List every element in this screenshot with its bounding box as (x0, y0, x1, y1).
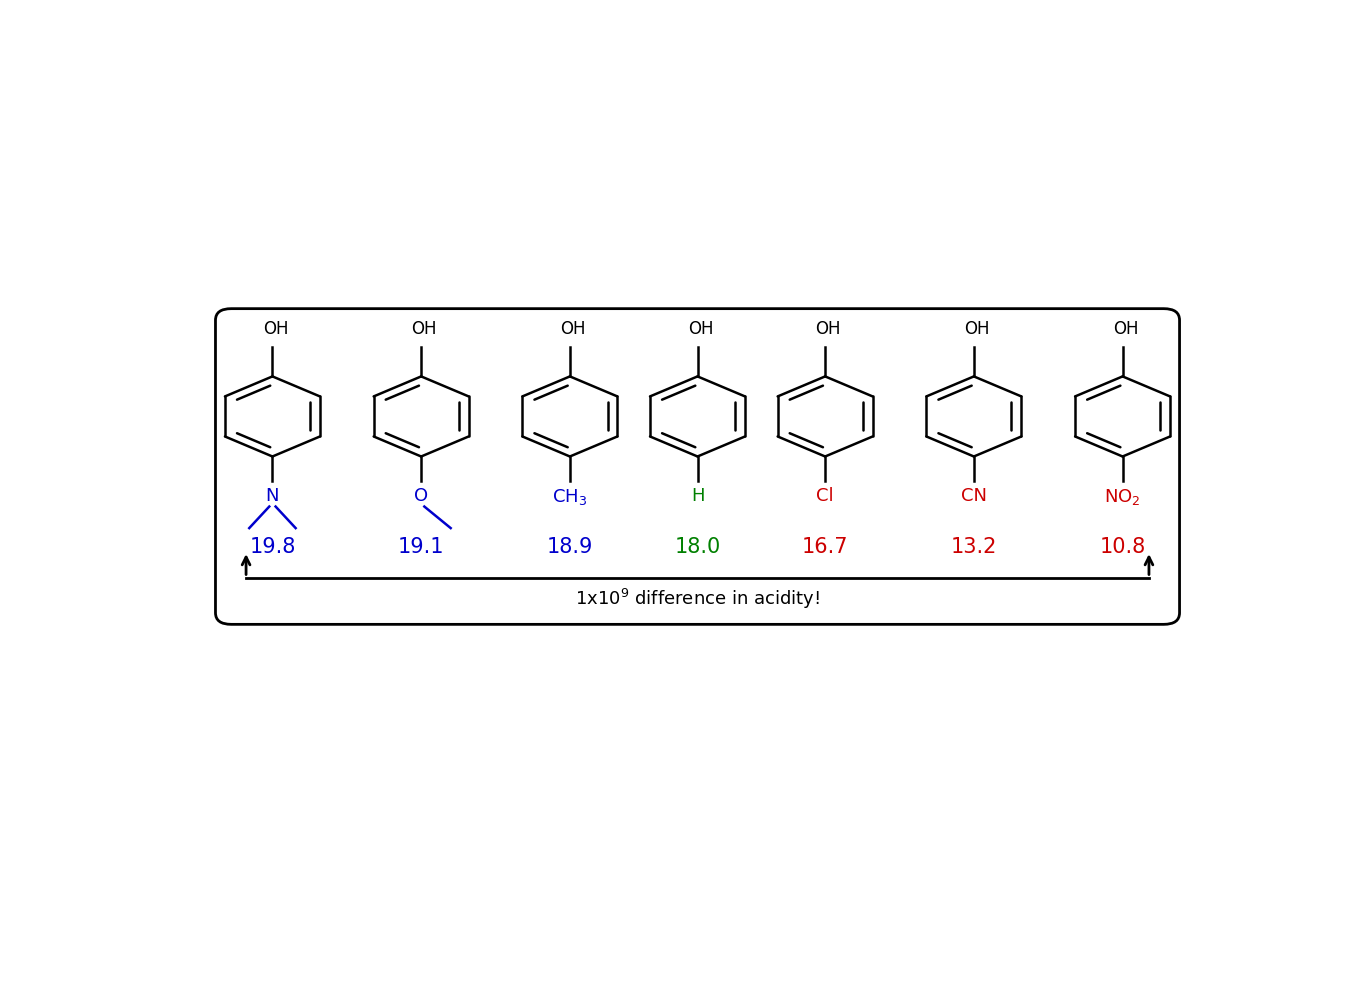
Text: 13.2: 13.2 (951, 537, 998, 557)
Text: CN: CN (961, 487, 987, 505)
Text: OH: OH (411, 320, 437, 338)
Text: OH: OH (1113, 320, 1139, 338)
Text: Cl: Cl (817, 487, 834, 505)
Text: 19.8: 19.8 (249, 537, 295, 557)
Text: OH: OH (965, 320, 989, 338)
Text: OH: OH (687, 320, 713, 338)
Text: 18.0: 18.0 (675, 537, 720, 557)
FancyBboxPatch shape (215, 309, 1180, 624)
Text: 18.9: 18.9 (547, 537, 593, 557)
Text: NO$_2$: NO$_2$ (1104, 487, 1141, 507)
Text: 16.7: 16.7 (802, 537, 848, 557)
Text: OH: OH (263, 320, 289, 338)
Text: 19.1: 19.1 (397, 537, 445, 557)
Text: OH: OH (561, 320, 585, 338)
Text: O: O (414, 487, 429, 505)
Text: H: H (691, 487, 704, 505)
Text: 10.8: 10.8 (1100, 537, 1146, 557)
Text: CH$_3$: CH$_3$ (553, 487, 588, 507)
Text: 1x10$^9$ difference in acidity!: 1x10$^9$ difference in acidity! (576, 587, 819, 611)
Text: N: N (265, 487, 279, 505)
Text: OH: OH (815, 320, 841, 338)
